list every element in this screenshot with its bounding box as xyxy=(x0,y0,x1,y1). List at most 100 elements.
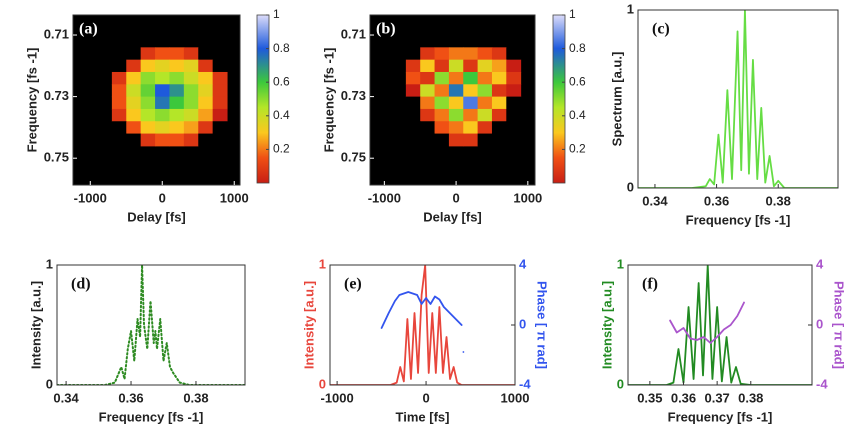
heat-cell xyxy=(140,121,156,135)
heat-cell xyxy=(405,96,421,110)
heat-cell xyxy=(506,121,522,135)
heat-cell xyxy=(477,59,493,73)
colorbar-tick-label: 0.2 xyxy=(569,142,586,156)
heat-cell xyxy=(155,84,170,98)
heat-cell xyxy=(506,71,522,85)
y-tick-label: 0.73 xyxy=(341,88,366,103)
y-tick-label: 1 xyxy=(319,256,326,271)
heat-cell xyxy=(212,133,228,147)
y-tick-label: 0 xyxy=(617,376,624,391)
y-tick-label: 1 xyxy=(617,256,624,271)
heat-cell xyxy=(169,121,185,135)
y2-tick-label: 0 xyxy=(816,316,823,331)
heat-cell xyxy=(420,84,436,98)
heat-cell xyxy=(506,47,522,61)
heat-cell xyxy=(477,133,493,147)
heat-cell xyxy=(198,133,214,147)
heat-cell xyxy=(477,121,493,135)
heat-cell xyxy=(477,84,493,98)
heat-cell xyxy=(212,59,228,73)
plot-area xyxy=(628,265,812,385)
heat-cell xyxy=(434,108,450,122)
x-tick-label: 0.34 xyxy=(642,193,668,208)
heat-cell xyxy=(463,59,479,73)
heat-cell xyxy=(169,71,185,85)
heat-cell xyxy=(448,47,464,61)
x-tick-label: 1000 xyxy=(220,190,249,205)
heat-cell xyxy=(169,96,185,110)
heat-cell xyxy=(491,121,507,135)
heat-cell xyxy=(477,71,493,85)
heat-cell xyxy=(111,108,127,122)
series-line xyxy=(57,265,245,385)
heat-cell xyxy=(212,108,228,122)
heat-cell xyxy=(198,47,214,61)
colorbar-tick-label: 0.6 xyxy=(273,74,290,88)
heat-cell xyxy=(183,108,199,122)
heat-cell xyxy=(155,133,170,147)
y-axis-label: Frequency [fs -1] xyxy=(321,48,336,153)
heat-cell xyxy=(491,59,507,73)
heat-cell xyxy=(434,71,450,85)
heat-cell xyxy=(140,96,156,110)
heat-cell xyxy=(448,96,464,110)
heat-cell xyxy=(140,59,156,73)
heat-cell xyxy=(111,133,127,147)
x-tick-label: 0.36 xyxy=(118,390,143,405)
heat-cell xyxy=(126,59,142,73)
y-tick-label: 0.75 xyxy=(44,150,69,165)
heat-cell xyxy=(140,108,156,122)
heat-cell xyxy=(140,84,156,98)
plot-area xyxy=(370,15,535,185)
heat-cell xyxy=(183,96,199,110)
heat-cell xyxy=(111,96,127,110)
heat-cell xyxy=(420,47,436,61)
heat-cell xyxy=(198,71,214,85)
heat-cell xyxy=(506,84,522,98)
heat-cell xyxy=(448,59,464,73)
heat-cell xyxy=(183,47,199,61)
heat-cell xyxy=(198,84,214,98)
plot-area xyxy=(57,265,245,385)
series-line xyxy=(330,265,515,385)
colorbar-tick-label: 0.8 xyxy=(569,41,586,55)
heat-cell xyxy=(198,121,214,135)
heat-cell xyxy=(477,47,493,61)
x-axis-label: Delay [fs] xyxy=(423,209,482,224)
heat-cell xyxy=(463,96,479,110)
heat-cell xyxy=(448,71,464,85)
x-axis-label: Frequency [fs -1] xyxy=(668,409,773,424)
colorbar-tick-label: 1 xyxy=(569,7,576,21)
heat-cell xyxy=(212,84,228,98)
heat-cell xyxy=(155,96,170,110)
heat-cell xyxy=(126,121,142,135)
heat-cell xyxy=(155,71,170,85)
heat-cell xyxy=(155,121,170,135)
series-line xyxy=(628,265,812,385)
heat-cell xyxy=(506,59,522,73)
plot-frame xyxy=(637,9,839,189)
plot-frame xyxy=(56,264,246,386)
heat-cell xyxy=(434,84,450,98)
y-tick-label: 0.71 xyxy=(341,26,366,41)
x-tick-label: 0.36 xyxy=(704,193,729,208)
panel-label: (d) xyxy=(71,276,91,293)
heat-cell xyxy=(169,47,185,61)
heat-cell xyxy=(212,96,228,110)
heat-cell xyxy=(111,121,127,135)
y-tick-label: 0 xyxy=(319,376,326,391)
colorbar-tick-label: 0.4 xyxy=(569,108,586,122)
heat-cell xyxy=(111,84,127,98)
heat-cell xyxy=(420,96,436,110)
heat-cell xyxy=(405,47,421,61)
y2-tick-label: 0 xyxy=(519,316,526,331)
panel-label: (e) xyxy=(344,276,362,293)
heat-cell xyxy=(477,96,493,110)
heat-cell xyxy=(198,108,214,122)
heat-cell xyxy=(448,133,464,147)
y-tick-label: 0 xyxy=(627,179,634,194)
y-axis-label: Intensity [a.u.] xyxy=(28,281,43,369)
x-tick-label: 0 xyxy=(452,190,459,205)
heat-cell xyxy=(420,71,436,85)
y2-tick-label: -4 xyxy=(816,376,828,391)
